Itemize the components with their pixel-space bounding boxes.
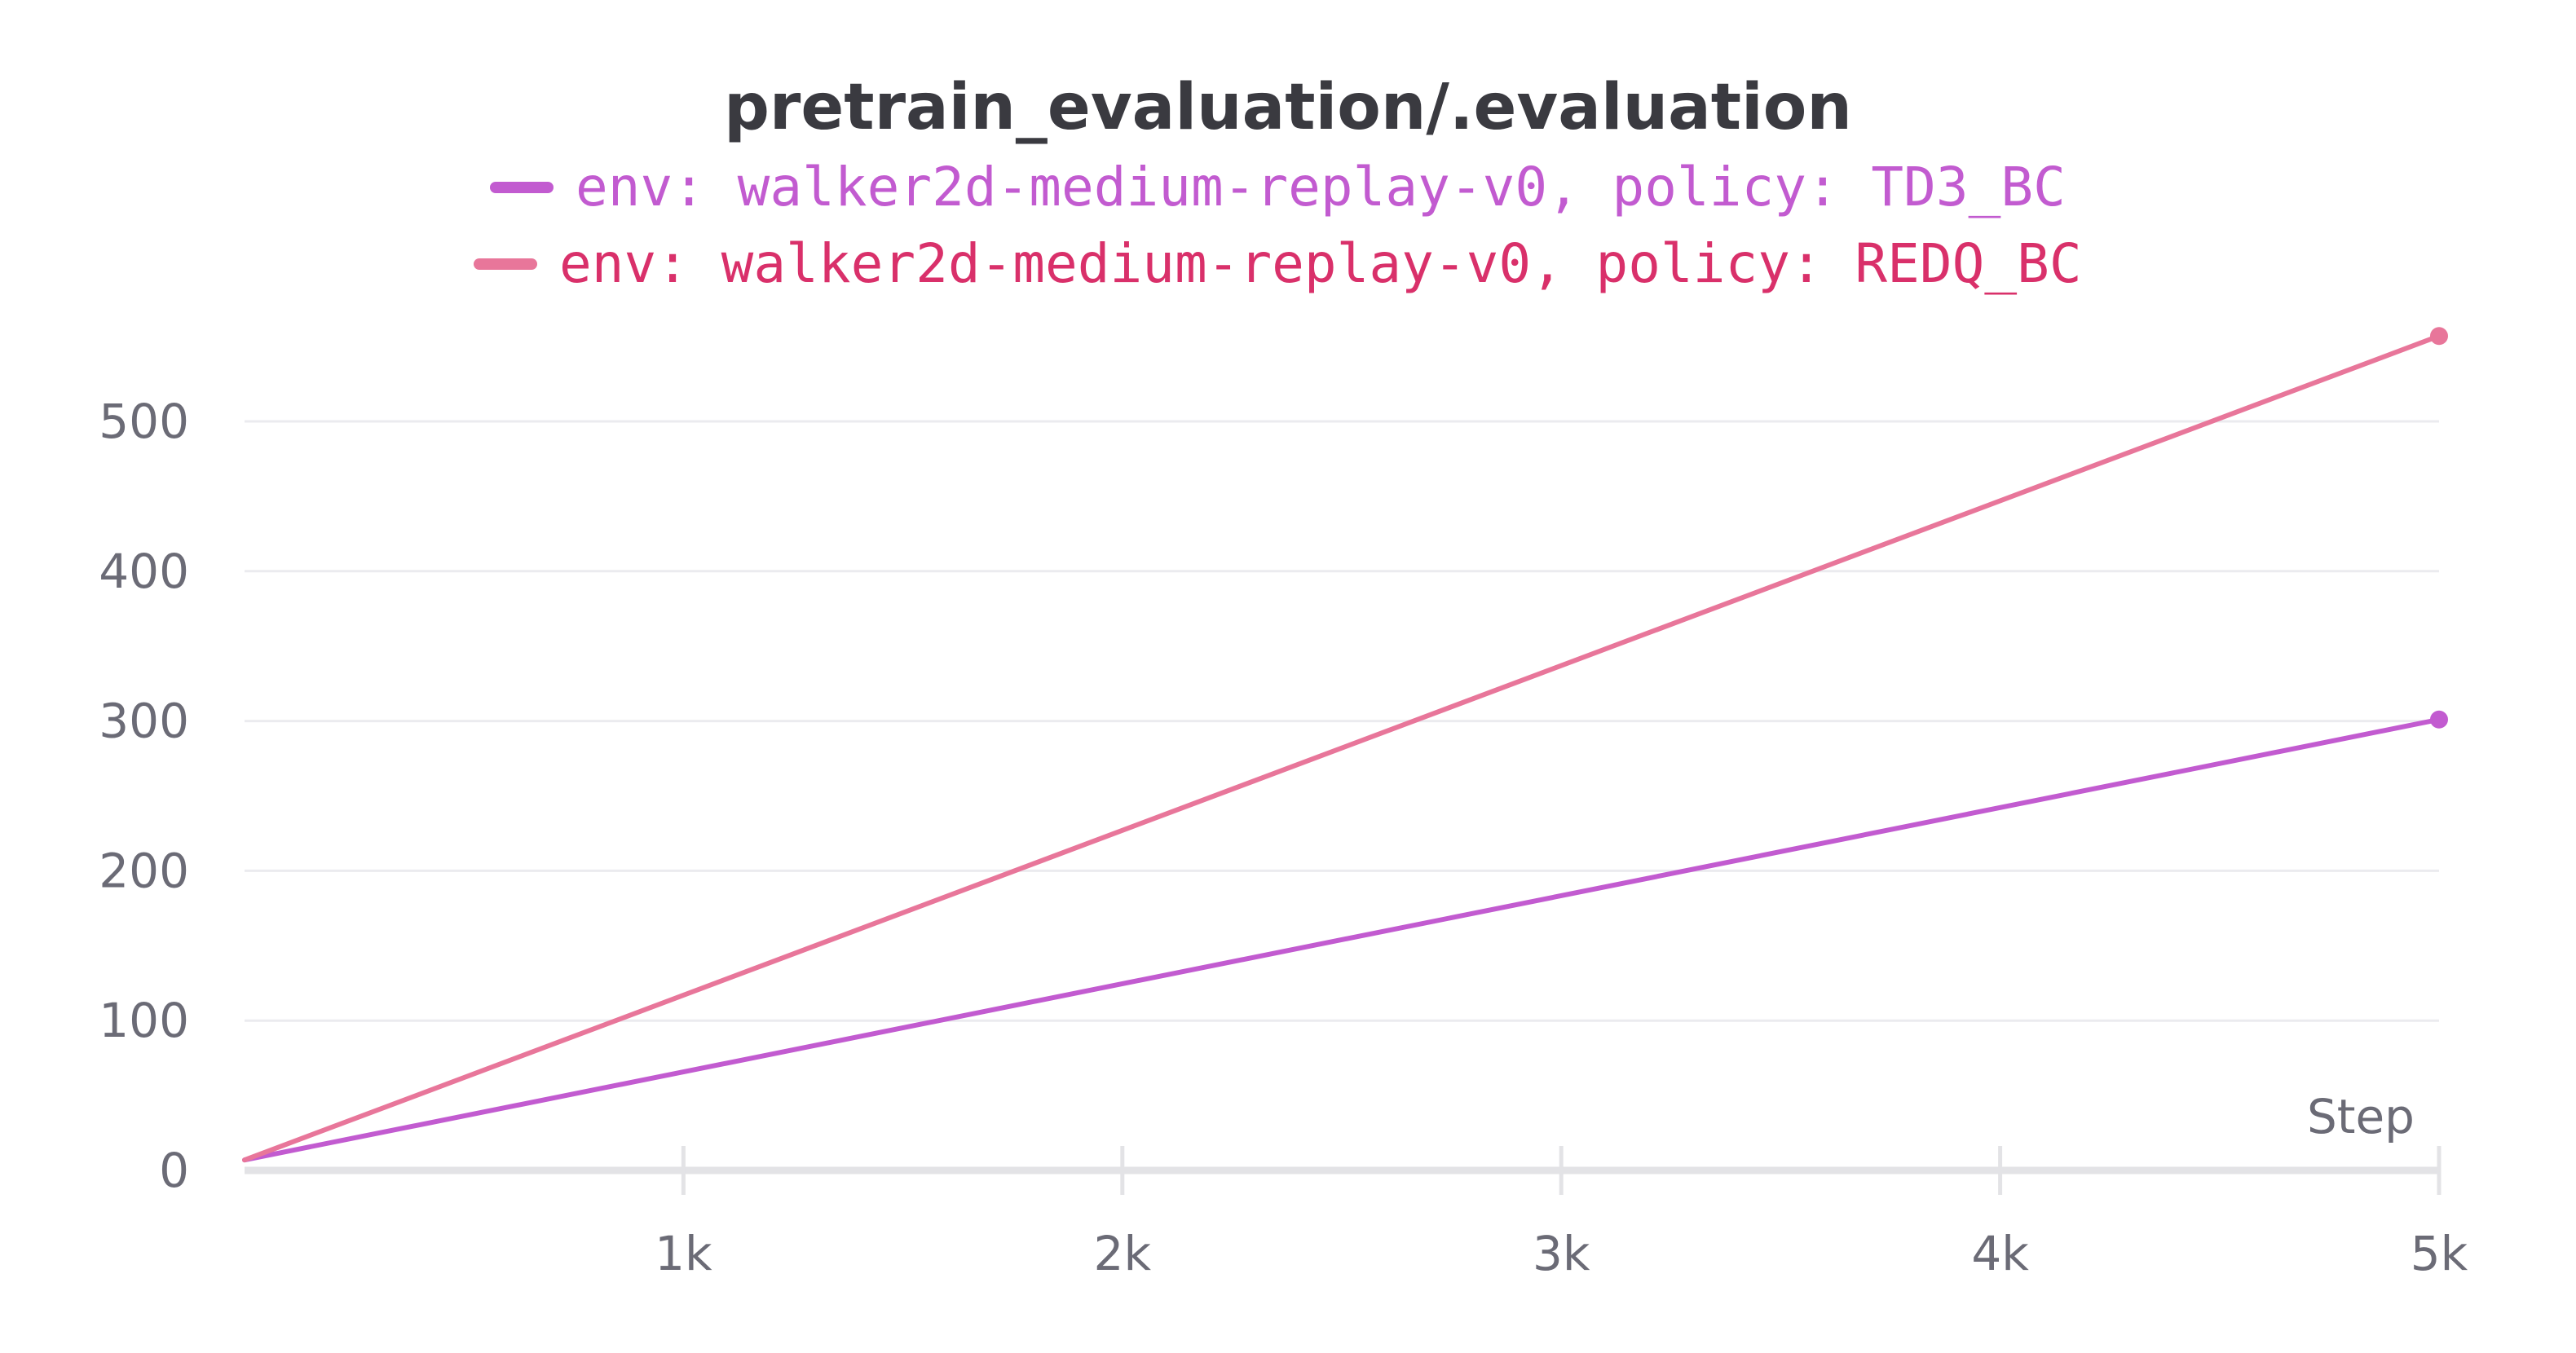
y-tick-label: 400 bbox=[99, 544, 189, 599]
grid-layer bbox=[245, 420, 2439, 1022]
series-end-marker-2 bbox=[2430, 327, 2448, 346]
chart-title: pretrain_evaluation/.evaluation bbox=[724, 71, 1852, 144]
x-axis-title: Step bbox=[2307, 1089, 2415, 1144]
x-tick-label: 2k bbox=[1094, 1226, 1152, 1281]
y-tick-label: 0 bbox=[159, 1143, 189, 1198]
x-tick-label: 3k bbox=[1533, 1226, 1590, 1281]
series-line-1 bbox=[242, 716, 2441, 1163]
y-tick-label: 200 bbox=[99, 843, 189, 898]
y-tick-label: 100 bbox=[99, 993, 189, 1048]
legend-label: env: walker2d-medium-replay-v0, policy: … bbox=[559, 232, 2082, 295]
series-layer bbox=[242, 327, 2448, 1163]
axis-layer bbox=[245, 1146, 2441, 1195]
series-line-2 bbox=[242, 333, 2441, 1163]
y-tick-label: 300 bbox=[99, 694, 189, 749]
x-tick-label: 4k bbox=[1971, 1226, 2029, 1281]
text-layer: 0 100 200 300 400 500 1k 2k 3k 4k 5k Step pretrain_e… bbox=[99, 71, 2468, 1281]
x-tick-label: 1k bbox=[655, 1226, 712, 1281]
legend-label: env: walker2d-medium-replay-v0, policy: … bbox=[576, 156, 2066, 218]
series-end-marker-1 bbox=[2430, 710, 2448, 729]
y-tick-label: 500 bbox=[99, 394, 189, 449]
x-tick-label: 5k bbox=[2411, 1226, 2468, 1281]
